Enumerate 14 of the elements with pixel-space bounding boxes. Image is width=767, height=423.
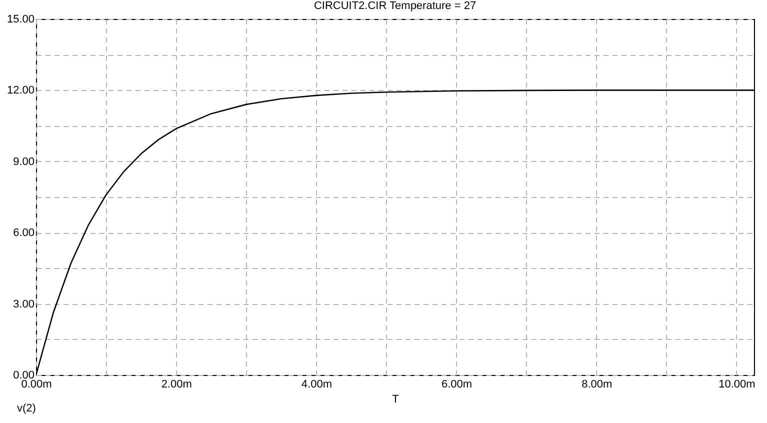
text: v(2) <box>17 402 36 414</box>
x-tick-label: 10.00m <box>718 378 756 390</box>
y-tick-label: 9.00 <box>13 156 34 168</box>
x-axis-title: T <box>392 394 400 406</box>
x-tick-label: 6.00m <box>442 378 472 390</box>
x-tick-label: 0.00m <box>21 378 52 390</box>
x-tick-label: 4.00m <box>301 378 332 390</box>
x-tick-label: 2.00m <box>161 378 192 390</box>
chart-title: CIRCUIT2.CIR Temperature = 27 <box>314 0 476 12</box>
y-tick-label: 3.00 <box>13 298 34 310</box>
y-tick-label: 6.00 <box>13 227 34 240</box>
y-tick-label: 12.00 <box>6 84 34 97</box>
y-tick-label: 15.00 <box>6 14 34 26</box>
x-tick-label: 8.00m <box>582 378 612 390</box>
